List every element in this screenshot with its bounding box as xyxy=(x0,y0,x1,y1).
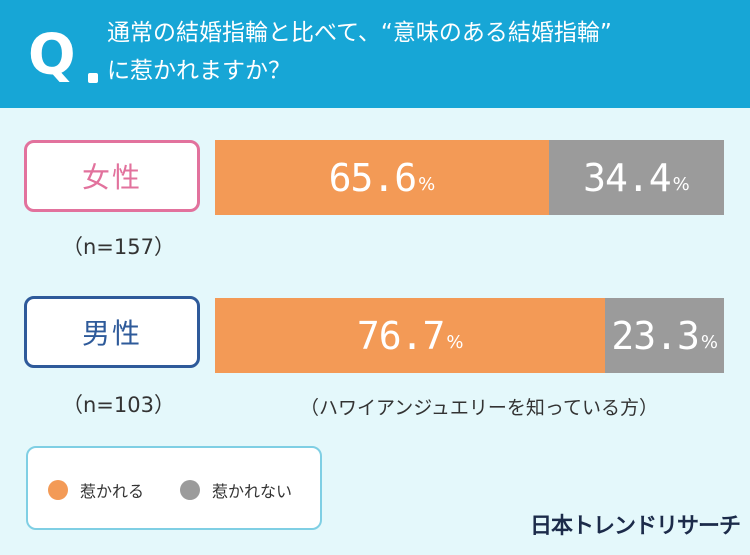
male-not-attracted-value: 23.3 xyxy=(611,313,700,358)
question-line-2: に惹かれますか？ xyxy=(107,58,291,84)
female-attracted-unit: % xyxy=(418,174,436,195)
male-attracted-value: 76.7 xyxy=(356,313,446,358)
female-bar-row: 65.6 % 34.4 % xyxy=(215,140,724,215)
female-bar-not-attracted: 34.4 % xyxy=(548,140,724,215)
male-label: 男性 xyxy=(81,317,142,350)
male-bar-not-attracted: 23.3 % xyxy=(605,298,724,373)
male-label-box: 男性 xyxy=(24,296,200,368)
female-attracted-value: 65.6 xyxy=(328,155,418,200)
legend-item-attracted: 惹かれる xyxy=(48,478,144,502)
female-label: 女性 xyxy=(81,161,142,194)
male-not-attracted-unit: % xyxy=(700,332,718,353)
female-label-box: 女性 xyxy=(24,140,200,212)
legend-swatch-attracted xyxy=(48,480,68,500)
brand-logo: 日本トレンドリサーチ xyxy=(530,514,741,539)
legend: 惹かれる 惹かれない xyxy=(26,446,322,530)
female-bar-attracted: 65.6 % xyxy=(215,140,549,215)
male-bar-row: 76.7 % 23.3 % xyxy=(215,298,724,373)
male-sample-size: （n=103） xyxy=(62,393,175,417)
legend-label-not-attracted: 惹かれない xyxy=(212,482,293,501)
question-header: Q 通常の結婚指輪と比べて、“意味のある結婚指輪” に惹かれますか？ xyxy=(0,0,750,108)
legend-swatch-not-attracted xyxy=(180,480,200,500)
male-attracted-unit: % xyxy=(446,332,464,353)
legend-item-not-attracted: 惹かれない xyxy=(180,478,292,502)
question-line-1: 通常の結婚指輪と比べて、“意味のある結婚指輪” xyxy=(107,20,612,46)
question-mark: Q xyxy=(28,23,76,88)
question-text: 通常の結婚指輪と比べて、“意味のある結婚指輪” に惹かれますか？ xyxy=(107,14,737,90)
question-dot xyxy=(88,73,98,83)
male-bar-attracted: 76.7 % xyxy=(215,298,606,373)
female-sample-size: （n=157） xyxy=(62,235,175,259)
legend-label-attracted: 惹かれる xyxy=(80,482,145,501)
female-not-attracted-value: 34.4 xyxy=(583,155,672,200)
respondent-note: （ハワイアンジュエリーを知っている方） xyxy=(300,397,658,419)
female-not-attracted-unit: % xyxy=(672,174,690,195)
